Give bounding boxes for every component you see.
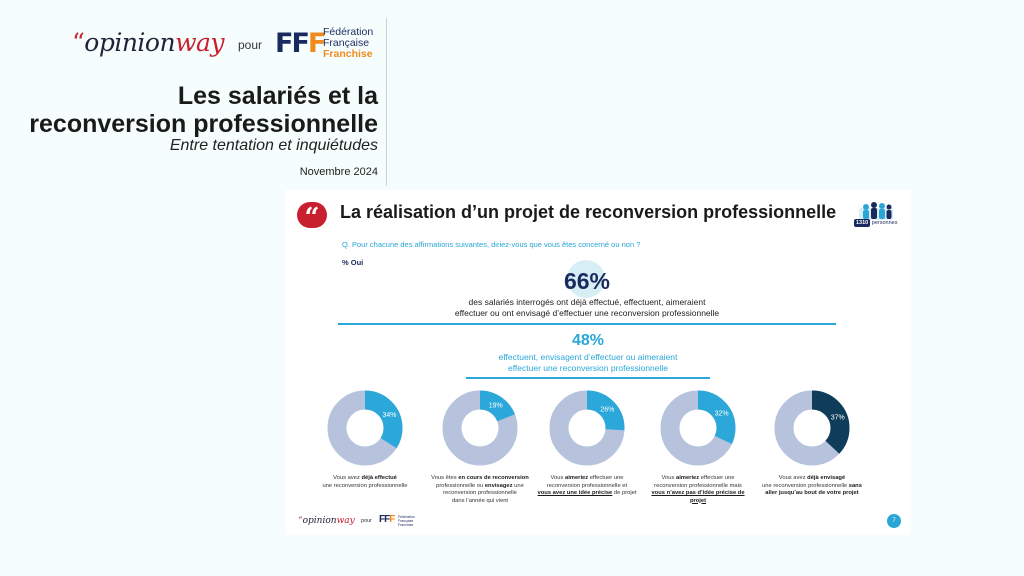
donut-caption-1: Vous avez déjà effectué une reconversion … xyxy=(311,475,419,490)
donut-chart-4: 32% xyxy=(660,390,736,466)
donut-caption-part: aller jusqu’au bout de votre projet xyxy=(765,490,859,496)
donut-caption-3: Vous aimeriez effectuer une reconversion … xyxy=(533,475,641,498)
donut-caption-part: ou xyxy=(475,482,485,489)
stat-66-line2: effectuer ou ont envisagé d’effectuer un… xyxy=(454,308,720,318)
stat-66-text: des salariés interrogés ont déjà effectu… xyxy=(338,297,836,319)
footer-fff-part2: F xyxy=(389,514,395,525)
title-line2: reconversion professionnelle xyxy=(29,110,378,138)
logo-way-text: way xyxy=(175,28,225,57)
stat-48-text: effectuent, envisagent d’effectuer ou ai… xyxy=(466,352,710,374)
donut-caption-part: déjà envisagé xyxy=(807,475,846,481)
fff-mark-part1: FF xyxy=(275,28,310,59)
donut-value-label-1: 34% xyxy=(383,412,397,419)
donut-chart-3: 26% xyxy=(549,390,625,466)
donut-caption-part: Vous avez xyxy=(333,475,362,481)
donut-slice-2 xyxy=(442,390,518,466)
stat-66-value: 66% xyxy=(563,268,611,294)
opinionway-logo: “opinionway xyxy=(72,28,225,57)
survey-question: Q. Pour chacune des affirmations suivant… xyxy=(342,240,641,249)
donut-caption-2: Vous êtes en cours de reconversion profes… xyxy=(426,475,534,505)
donut-caption-part: envisagez xyxy=(484,482,513,489)
stat-48-underline xyxy=(466,377,710,379)
footer-fff-part1: FF xyxy=(379,514,390,525)
stat-48-value: 48% xyxy=(571,332,605,349)
slide-title: La réalisation d’un projet de reconversi… xyxy=(340,202,837,222)
footer-fff-mark: FFF xyxy=(379,514,395,525)
donut-value-label-5: 37% xyxy=(831,414,845,421)
page-number: 7 xyxy=(887,514,901,528)
title-line1: Les salariés et la xyxy=(177,82,378,110)
donut-caption-part: vous n’avez pas d’idée précise de projet xyxy=(651,490,745,504)
donut-caption-part: Vous xyxy=(661,475,676,481)
donut-value-label-2: 19% xyxy=(489,402,503,409)
donut-caption-part: déjà effectué xyxy=(361,475,397,481)
fff-logo-text: Fédération Française Franchise xyxy=(323,27,373,60)
slide-panel xyxy=(285,190,910,535)
page-subtitle: Entre tentation et inquiétudes xyxy=(169,137,378,154)
donut-caption-part: une reconversion professionnelle xyxy=(322,482,408,489)
footer-opinionway-logo: “opinionway xyxy=(298,516,355,526)
stat-48-line2: effectuer une reconversion professionnel… xyxy=(507,363,669,373)
logo-quote-mark: “ xyxy=(72,28,85,57)
donut-slice-5 xyxy=(774,390,850,466)
pour-text: pour xyxy=(238,38,263,52)
fff-logo-mark: FFF xyxy=(275,28,327,59)
fff-line3: Franchise xyxy=(323,48,373,60)
donut-caption-part: une reconversion professionnelle xyxy=(762,482,849,489)
fff-mark-part2: F xyxy=(307,28,327,59)
respondents-badge: 1310 personnes xyxy=(854,219,898,227)
donut-chart-1: 34% xyxy=(327,390,403,466)
donut-caption-part: aimeriez xyxy=(675,475,700,481)
fff-line2: Française xyxy=(323,37,370,49)
report-date: Novembre 2024 xyxy=(299,166,378,178)
footer-fff-line3: Franchise xyxy=(398,523,414,527)
donut-caption-part: professionnelle xyxy=(436,482,476,489)
donut-slice-1 xyxy=(327,390,403,466)
donut-caption-part: reconversion professionnelle mais xyxy=(654,482,742,489)
donut-slice-4 xyxy=(660,390,736,466)
stat-66-line1: des salariés interrogés ont déjà effectu… xyxy=(468,297,706,307)
donut-slice-3 xyxy=(549,390,625,466)
footer-logo-way: way xyxy=(336,516,355,526)
donut-chart-2: 19% xyxy=(442,390,518,466)
page-title: Les salariés et la reconversion professi… xyxy=(18,82,378,138)
footer-fff-line2: Française xyxy=(398,519,414,523)
logo-opinion-text: opinion xyxy=(84,28,176,57)
donut-caption-part: vous avez une idée précise xyxy=(537,490,613,496)
footer-fff-text: Fédération Française Franchise xyxy=(398,515,415,527)
footer-logo-opinion: opinion xyxy=(302,516,337,526)
donut-caption-part: sans xyxy=(848,482,862,489)
highlight-bubble xyxy=(567,260,605,298)
donut-caption-part: en cours de reconversion xyxy=(458,475,529,481)
footer-fff-line1: Fédération xyxy=(398,515,415,519)
footer-pour-text: pour xyxy=(361,518,373,524)
donut-caption-part: effectuer une xyxy=(588,475,624,481)
donut-caption-part: Vous êtes xyxy=(431,475,459,481)
respondents-label: personnes xyxy=(871,220,898,226)
footer-logo-quote: “ xyxy=(298,516,303,526)
stat-66-underline xyxy=(338,323,836,325)
donut-caption-part: reconversion professionnelle xyxy=(443,490,517,496)
donut-caption-part: dans l’année qui vient xyxy=(451,497,509,504)
quote-badge-icon: “ xyxy=(297,202,327,233)
measure-label: % Oui xyxy=(342,258,364,267)
donut-caption-part: une xyxy=(512,482,524,489)
respondents-count: 1310 xyxy=(854,219,871,227)
people-group-icon xyxy=(859,202,893,220)
donut-caption-part: effectuer une xyxy=(699,475,735,481)
donut-chart-5: 37% xyxy=(774,390,850,466)
donut-caption-5: Vous avez déjà envisagé une reconversion … xyxy=(758,475,866,498)
donut-caption-part: reconversion professionnelle et xyxy=(546,482,628,489)
donut-caption-4: Vous aimeriez effectuer une reconversion … xyxy=(644,475,752,505)
fff-line1: Fédération xyxy=(323,26,374,38)
donut-value-label-3: 26% xyxy=(600,406,614,413)
donut-caption-part: Vous xyxy=(550,475,565,481)
donut-caption-part: aimeriez xyxy=(564,475,589,481)
donut-caption-part: Vous avez xyxy=(778,475,808,481)
donut-value-label-4: 32% xyxy=(715,410,729,417)
donut-caption-part: de projet xyxy=(612,490,637,496)
header-divider xyxy=(386,18,387,186)
stat-48-line1: effectuent, envisagent d’effectuer ou ai… xyxy=(498,352,678,362)
